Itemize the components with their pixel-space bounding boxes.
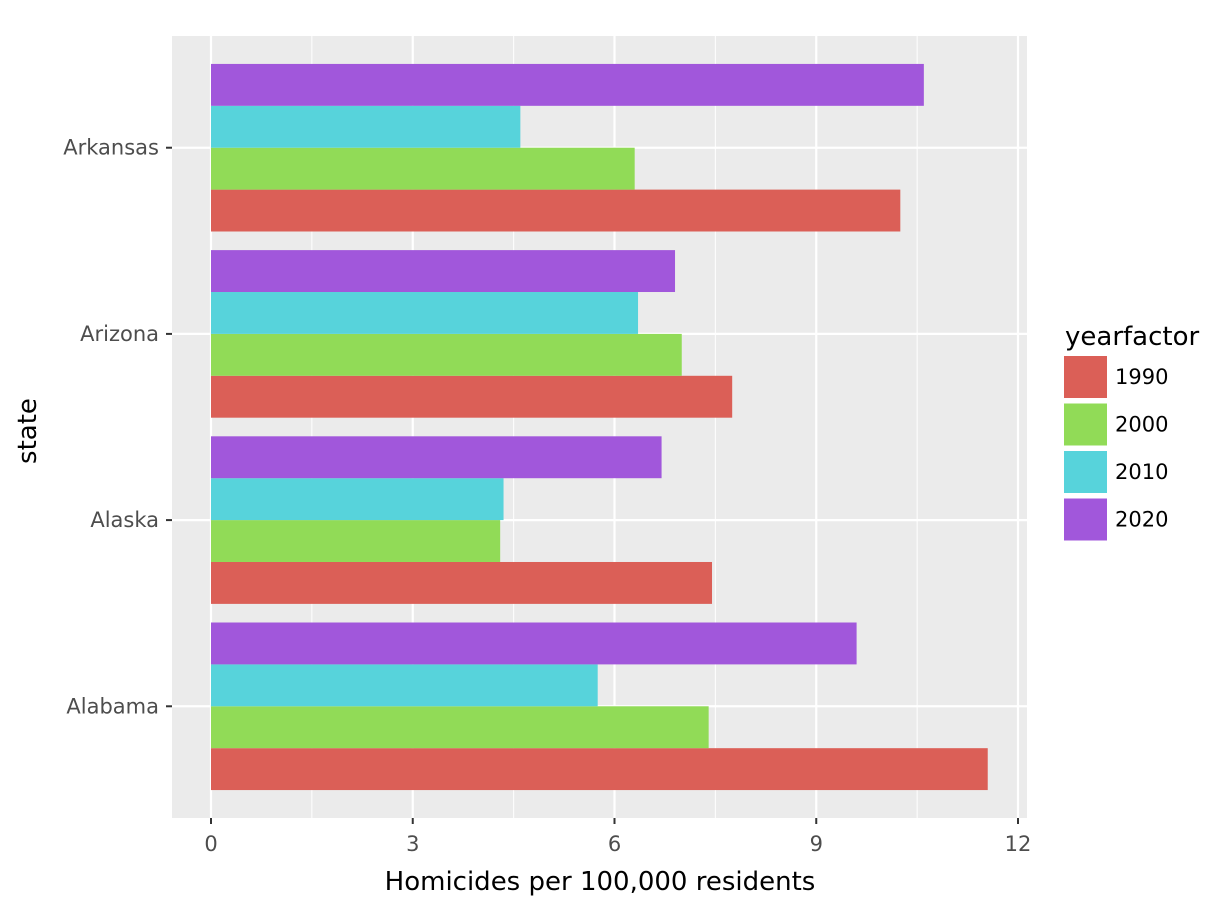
x-tick-label: 9 — [810, 832, 823, 856]
y-tick-label: Alaska — [90, 508, 159, 532]
x-tick-label: 6 — [608, 832, 621, 856]
legend: yearfactor 1990 2000 2010 2020 — [1064, 322, 1199, 541]
bars — [211, 63, 988, 791]
bar-arizona-1990 — [211, 375, 733, 418]
bar-arizona-2010 — [211, 292, 639, 334]
y-tick-label: Arizona — [80, 322, 159, 346]
x-tick-label: 12 — [1005, 832, 1032, 856]
bar-arkansas-2000 — [211, 147, 635, 190]
x-tick-label: 3 — [406, 832, 419, 856]
bar-alaska-2000 — [211, 520, 501, 562]
legend-title: yearfactor — [1065, 322, 1199, 352]
y-tick-label: Arkansas — [63, 136, 159, 160]
legend-label: 2010 — [1115, 460, 1168, 484]
bar-arizona-2020 — [211, 250, 676, 293]
legend-swatch — [1064, 356, 1107, 398]
y-tick-label: Alabama — [66, 694, 159, 718]
x-axis-title: Homicides per 100,000 residents — [385, 867, 816, 897]
bar-arkansas-2020 — [211, 63, 924, 106]
legend-swatch — [1064, 498, 1107, 541]
bar-arizona-2000 — [211, 333, 682, 376]
legend-swatch — [1064, 451, 1107, 493]
bar-alaska-1990 — [211, 561, 713, 604]
bar-alabama-2010 — [211, 664, 598, 707]
legend-label: 1990 — [1115, 365, 1168, 389]
bar-alabama-2020 — [211, 622, 857, 665]
bar-alaska-2010 — [211, 478, 504, 521]
bar-arkansas-2010 — [211, 105, 521, 148]
bar-arkansas-1990 — [211, 189, 901, 232]
legend-swatch — [1064, 403, 1107, 446]
bar-alabama-2000 — [211, 706, 709, 749]
bar-alabama-1990 — [211, 748, 988, 791]
legend-label: 2000 — [1115, 413, 1168, 437]
y-axis: Alabama Alaska Arizona Arkansas — [63, 136, 172, 718]
y-axis-title: state — [13, 398, 43, 464]
bar-alaska-2020 — [211, 436, 662, 479]
legend-label: 2020 — [1115, 508, 1168, 532]
x-tick-label: 0 — [204, 832, 217, 856]
x-axis: 0 3 6 9 12 — [204, 818, 1031, 856]
